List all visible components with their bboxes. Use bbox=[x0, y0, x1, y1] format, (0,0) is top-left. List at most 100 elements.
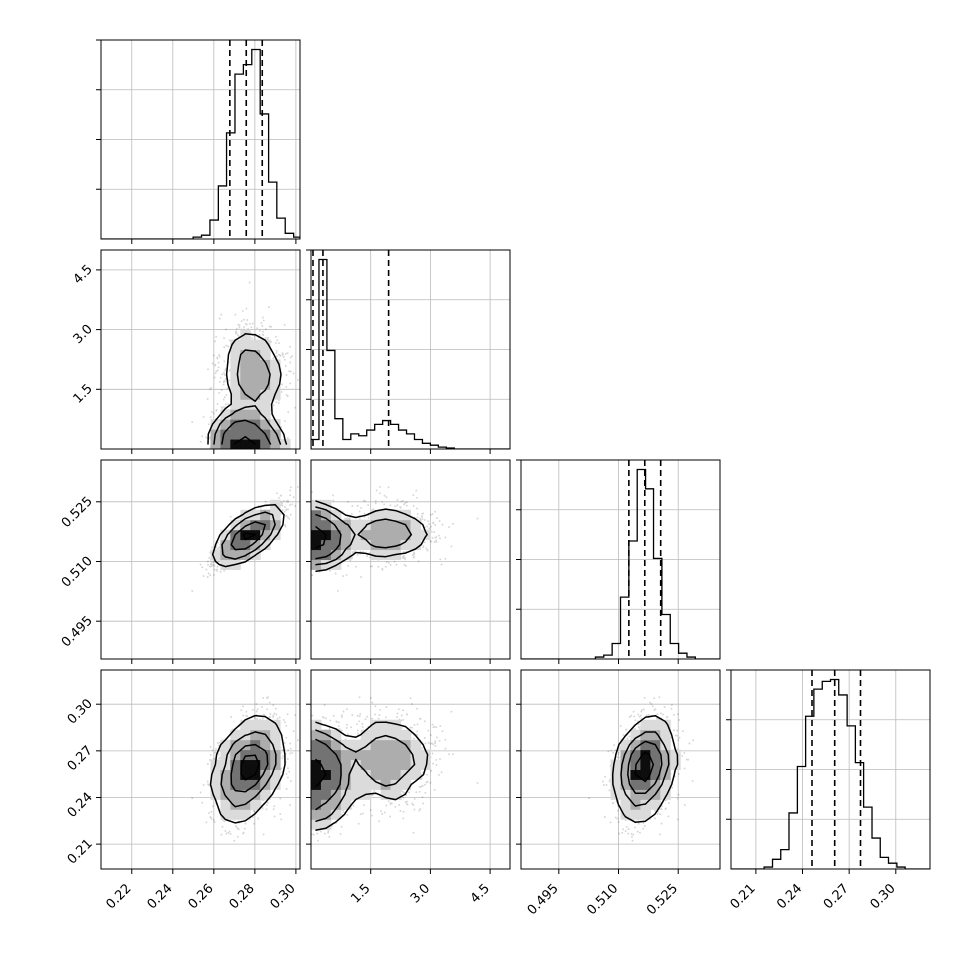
density-cell bbox=[311, 759, 322, 770]
density-cell bbox=[330, 529, 342, 541]
contour-level-2 bbox=[221, 511, 276, 560]
density-cell bbox=[311, 549, 322, 560]
density-cell bbox=[240, 369, 251, 380]
density-cell bbox=[390, 719, 402, 731]
contour-level-2 bbox=[315, 729, 416, 822]
density-cell bbox=[220, 809, 231, 820]
y-tick-label: 0.24 bbox=[65, 790, 96, 821]
density-cell bbox=[250, 799, 261, 810]
density-cell bbox=[240, 749, 251, 761]
density-cell bbox=[240, 379, 251, 390]
density-cell bbox=[270, 529, 281, 541]
density-cell bbox=[311, 789, 322, 800]
density-cell bbox=[240, 339, 251, 350]
density-cell bbox=[330, 779, 342, 790]
density-cell bbox=[220, 409, 231, 420]
density-cell bbox=[610, 769, 621, 780]
density-cell bbox=[260, 369, 271, 380]
density-cell bbox=[350, 739, 362, 751]
density-cell bbox=[620, 779, 631, 790]
panel-frame bbox=[310, 669, 511, 870]
x-tick-label: 0.22 bbox=[104, 881, 135, 912]
density-cell bbox=[320, 799, 332, 810]
histogram-step-0 bbox=[101, 48, 300, 239]
density-cell bbox=[240, 359, 251, 370]
density-cell bbox=[250, 409, 261, 420]
density-cell bbox=[370, 509, 382, 521]
panel-plot-area bbox=[731, 670, 930, 869]
density-cell bbox=[250, 349, 261, 360]
density-cell bbox=[390, 779, 402, 790]
density-cell bbox=[360, 759, 372, 770]
density-cell bbox=[230, 779, 241, 790]
density-cell bbox=[380, 759, 392, 770]
density-cell bbox=[370, 729, 382, 741]
density-cell bbox=[630, 809, 641, 820]
x-tick-label: 0.510 bbox=[584, 881, 621, 918]
density-cell bbox=[630, 749, 641, 761]
density-cell bbox=[660, 739, 671, 751]
hist-panel-3: 0.21 0.24 0.27 0.30 bbox=[726, 669, 931, 912]
density-cell bbox=[230, 759, 241, 770]
density-cell bbox=[250, 379, 261, 390]
density-cell bbox=[270, 379, 281, 390]
density-cell bbox=[650, 779, 661, 790]
x-tick-label: 0.28 bbox=[227, 881, 258, 912]
density-cell bbox=[640, 729, 651, 741]
density-cell bbox=[640, 769, 651, 780]
density-cell bbox=[240, 409, 251, 420]
density-cell bbox=[420, 759, 431, 770]
contour-level-2 bbox=[213, 349, 282, 445]
x-tick-label: 1.5 bbox=[348, 881, 373, 906]
density-cell bbox=[640, 789, 651, 800]
density-cell bbox=[400, 539, 411, 551]
panel-plot-area bbox=[521, 670, 720, 869]
density-cell bbox=[650, 759, 661, 770]
x-tick-label: 0.30 bbox=[268, 881, 299, 912]
density-cell bbox=[340, 529, 352, 541]
density-cell bbox=[380, 539, 392, 551]
density-cell bbox=[220, 749, 231, 761]
density-cell bbox=[380, 509, 392, 521]
density-cell bbox=[240, 429, 251, 440]
density-cell bbox=[350, 769, 362, 780]
density-cell bbox=[320, 809, 332, 820]
density-cell bbox=[240, 539, 251, 551]
density-cell bbox=[320, 819, 332, 830]
density-cell bbox=[230, 409, 241, 420]
density-cell bbox=[390, 759, 402, 770]
contour-level-0 bbox=[240, 754, 260, 781]
x-tick-label: 0.24 bbox=[774, 881, 805, 912]
density-cell bbox=[400, 779, 411, 790]
density-cell bbox=[390, 509, 402, 521]
x-tick-label: 0.21 bbox=[728, 881, 759, 912]
y-tick-label: 0.525 bbox=[59, 494, 96, 531]
scatter-panel-2-3: 0.495 0.510 0.525 bbox=[516, 669, 721, 918]
density-cell bbox=[270, 359, 281, 370]
density-cell bbox=[220, 559, 231, 570]
density-cell bbox=[250, 399, 261, 410]
density-cell bbox=[370, 529, 382, 541]
contour-level-3 bbox=[315, 721, 429, 831]
scatter-panel-1-3: 1.5 3.0 4.5 bbox=[306, 669, 511, 906]
density-cell bbox=[270, 729, 281, 741]
density-cell bbox=[350, 759, 362, 770]
density-cell bbox=[410, 769, 421, 780]
density-cell bbox=[311, 499, 322, 511]
density-cell bbox=[320, 539, 332, 551]
density-cell bbox=[320, 789, 332, 800]
density-cell bbox=[320, 519, 332, 531]
density-cell bbox=[250, 789, 261, 800]
y-tick-label: 0.510 bbox=[59, 554, 96, 591]
contour-level-1 bbox=[627, 740, 663, 794]
density-cell bbox=[220, 739, 231, 751]
density-cell bbox=[390, 529, 402, 541]
density-cell bbox=[250, 729, 261, 741]
hist-panel-0 bbox=[96, 39, 301, 244]
density-cell bbox=[360, 539, 372, 551]
density-cell bbox=[330, 519, 342, 531]
density-cell bbox=[230, 419, 241, 430]
density-cell bbox=[240, 769, 251, 780]
density-cell bbox=[220, 769, 231, 780]
density-cell bbox=[360, 739, 372, 751]
